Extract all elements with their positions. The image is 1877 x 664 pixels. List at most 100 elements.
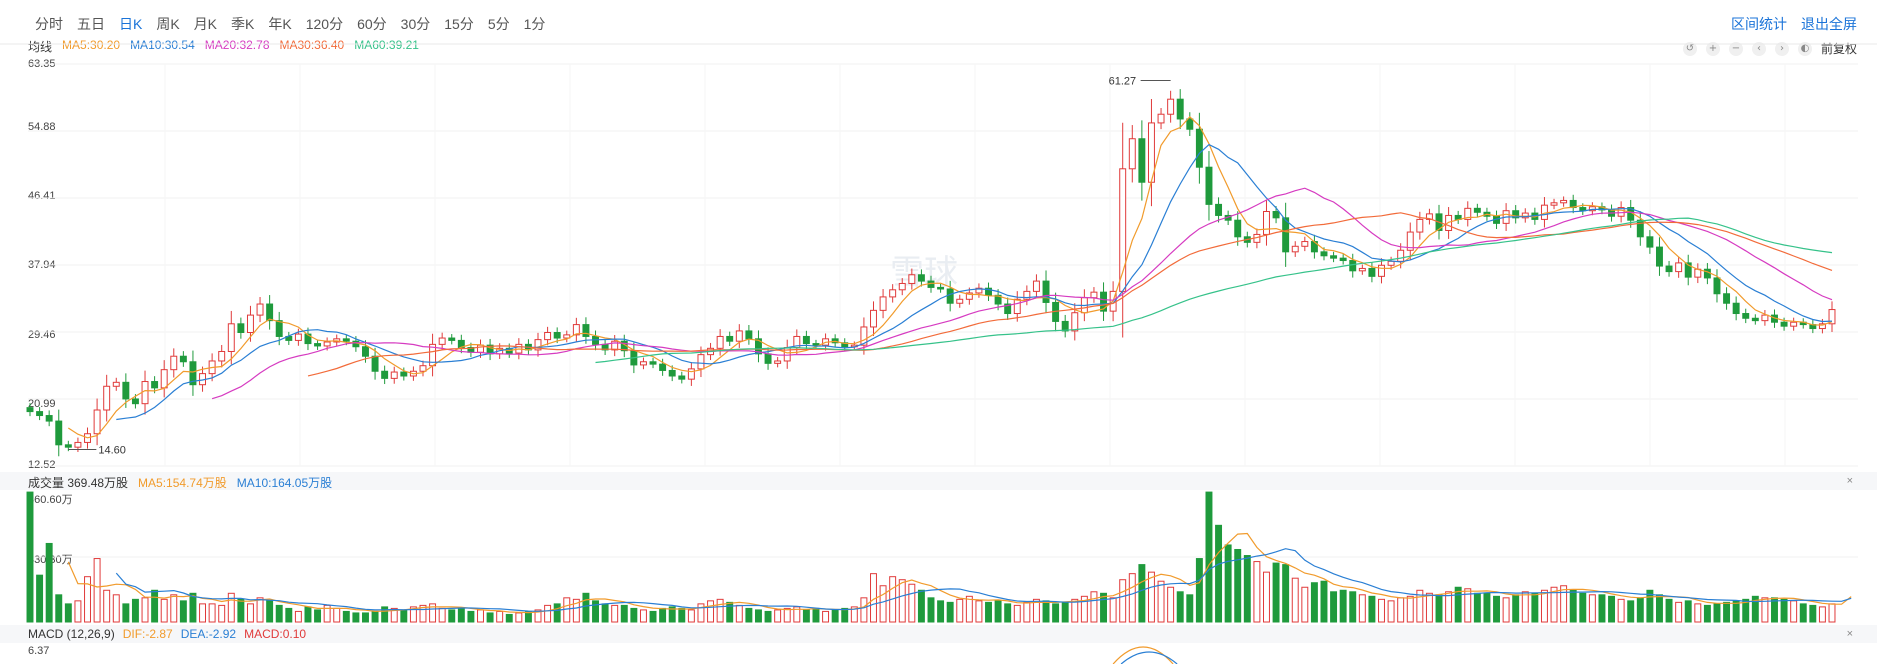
- candle-body: [1512, 210, 1520, 219]
- zoom-out-icon[interactable]: −: [1728, 41, 1743, 56]
- volume-bar: [764, 610, 772, 623]
- volume-bar: [639, 609, 647, 623]
- candle-body: [64, 444, 72, 448]
- volume-bar: [246, 603, 254, 623]
- candle-body: [965, 292, 973, 300]
- volume-bar: [1531, 592, 1539, 623]
- zoom-in-icon[interactable]: +: [1705, 41, 1720, 56]
- candle-body: [342, 338, 350, 342]
- volume-bar: [687, 609, 695, 623]
- volume-bar: [1215, 524, 1223, 623]
- volume-bar: [84, 576, 91, 623]
- exit-fullscreen-link[interactable]: 退出全屏: [1801, 16, 1857, 32]
- candle-body: [975, 287, 983, 294]
- candle-body: [1100, 291, 1108, 312]
- volume-bar: [1636, 597, 1644, 623]
- volume-bar: [352, 612, 360, 623]
- volume-bar: [1032, 598, 1040, 623]
- close-macd-icon[interactable]: ×: [1846, 628, 1853, 640]
- tab-10[interactable]: 15分: [444, 16, 474, 32]
- adjust-label[interactable]: 前复权: [1820, 42, 1857, 56]
- ma5-legend: MA5:30.20: [62, 38, 121, 52]
- volume-bar: [1799, 603, 1807, 623]
- candle-body: [438, 337, 446, 345]
- volume-bar: [1521, 591, 1529, 623]
- volume-bar: [956, 598, 964, 623]
- volume-bar: [1694, 603, 1702, 623]
- volume-bar: [496, 610, 504, 623]
- candle-body: [1675, 262, 1683, 273]
- volume-bar: [697, 603, 705, 623]
- volume-bar: [1368, 595, 1376, 623]
- low-price-label: 14.60: [98, 445, 126, 457]
- volume-bar: [1358, 594, 1366, 623]
- candle-body: [879, 296, 887, 311]
- volume-bar: [429, 603, 437, 623]
- tab-3[interactable]: 周K: [156, 16, 180, 32]
- volume-bar: [1473, 592, 1481, 623]
- tab-11[interactable]: 5分: [487, 16, 510, 32]
- price-axis-label: 54.88: [28, 121, 56, 133]
- volume-bar: [1052, 603, 1060, 623]
- candle-body: [1013, 298, 1021, 315]
- tab-2[interactable]: 日K: [119, 16, 143, 32]
- tab-6[interactable]: 年K: [268, 16, 292, 32]
- volume-bar: [1598, 594, 1606, 623]
- undo-icon[interactable]: ↺: [1682, 41, 1697, 56]
- volume-bar: [103, 589, 111, 623]
- candle-body: [572, 324, 580, 336]
- candle-body: [898, 282, 906, 291]
- tab-9[interactable]: 30分: [400, 16, 431, 32]
- top-toolbar: 分时 五日 日K 周K 月K 季K 年K 120分 60分 30分 15分 5分 1分 区间统计 退出全…: [0, 0, 1877, 44]
- candle-body: [611, 340, 619, 351]
- candle-body: [1560, 199, 1568, 204]
- volume-bar: [822, 610, 830, 623]
- volume-bar: [1186, 594, 1194, 623]
- volume-bar: [151, 589, 159, 623]
- ma30-legend: MA30:36.40: [279, 38, 345, 52]
- candle-body: [1186, 118, 1194, 130]
- candle-body: [1301, 241, 1309, 247]
- volume-bar: [841, 607, 849, 623]
- candle-body: [1521, 212, 1529, 219]
- candle-body: [122, 381, 130, 400]
- tab-1[interactable]: 五日: [77, 16, 105, 32]
- candle-body: [1406, 231, 1414, 251]
- volume-bar: [419, 604, 427, 623]
- candle-body: [1358, 267, 1366, 272]
- candle-body: [1291, 245, 1299, 253]
- volume-bar: [908, 583, 916, 623]
- volume-bar: [544, 604, 552, 623]
- toggle-icon[interactable]: ◐: [1797, 41, 1812, 56]
- volume-bar: [64, 603, 72, 623]
- close-volume-icon[interactable]: ×: [1846, 475, 1853, 487]
- volume-bar: [1818, 606, 1826, 623]
- volume-bar: [160, 598, 168, 623]
- volume-header: [0, 472, 1877, 490]
- volume-bar: [1483, 592, 1491, 623]
- volume-ma5-line: [67, 532, 1852, 614]
- tab-4[interactable]: 月K: [193, 16, 218, 32]
- volume-bar: [45, 542, 53, 623]
- candle-body: [668, 369, 676, 377]
- volume-bar: [1627, 600, 1635, 623]
- tab-5[interactable]: 季K: [231, 16, 255, 32]
- scroll-left-icon[interactable]: ‹: [1751, 41, 1766, 56]
- volume-bar: [362, 612, 369, 623]
- tab-0[interactable]: 分时: [35, 16, 63, 32]
- tab-12[interactable]: 1分: [523, 16, 546, 32]
- candle-body: [1732, 302, 1740, 315]
- ma60-line: [595, 217, 1833, 364]
- candle-body: [1349, 260, 1357, 272]
- volume-bar: [333, 607, 341, 623]
- candle-body: [908, 274, 916, 284]
- tab-8[interactable]: 60分: [357, 16, 387, 32]
- volume-bar: [1790, 600, 1798, 623]
- scroll-right-icon[interactable]: ›: [1774, 41, 1789, 56]
- volume-bar: [1119, 579, 1127, 623]
- volume-bar: [1406, 595, 1414, 623]
- tab-7[interactable]: 120分: [305, 16, 344, 32]
- range-stats-link[interactable]: 区间统计: [1731, 16, 1787, 32]
- volume-bar: [304, 606, 312, 623]
